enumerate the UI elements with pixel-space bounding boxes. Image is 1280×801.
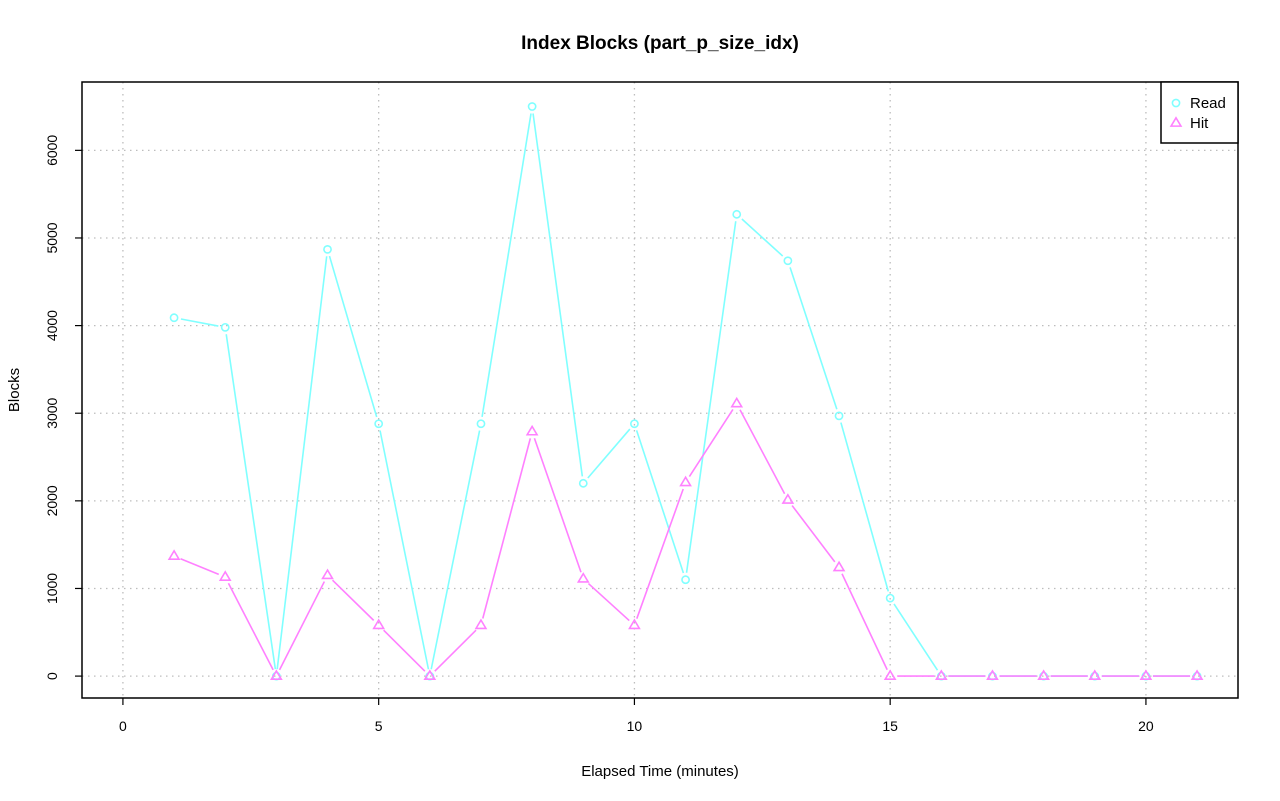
series-segment: [685, 221, 737, 573]
data-point: [1037, 669, 1050, 681]
data-point: [730, 396, 744, 408]
series-segment: [841, 573, 888, 671]
y-tick-label: 6000: [44, 135, 60, 166]
series-segment: [587, 582, 630, 622]
data-point: [1088, 669, 1102, 681]
series-segment: [434, 629, 477, 672]
legend-label: Hit: [1190, 115, 1209, 132]
data-point: [1139, 669, 1153, 681]
data-point: [732, 209, 742, 219]
series-segment: [328, 255, 378, 418]
series-segment: [180, 557, 220, 576]
data-point: [781, 493, 795, 504]
series-segment: [180, 318, 219, 327]
series-segment: [276, 256, 328, 670]
series-segment: [635, 430, 685, 574]
series-segment: [481, 438, 532, 619]
series-segment: [791, 505, 836, 563]
data-point: [883, 669, 897, 681]
data-point: [374, 419, 384, 429]
legend-label: Read: [1190, 95, 1226, 112]
y-axis-label: Blocks: [6, 368, 23, 412]
x-tick-label: 0: [119, 718, 127, 734]
series-segment: [331, 579, 375, 621]
series-segment: [227, 582, 274, 671]
series-segment: [225, 334, 277, 670]
data-point: [169, 313, 179, 323]
y-tick-label: 5000: [44, 222, 60, 253]
data-point: [218, 570, 232, 581]
series-segment: [893, 603, 939, 671]
data-point: [679, 475, 692, 487]
series-segment: [383, 629, 426, 672]
data-point: [321, 568, 334, 580]
data-point: [220, 322, 230, 332]
y-tick-label: 1000: [44, 573, 60, 604]
x-tick-label: 5: [375, 718, 383, 734]
series-segment: [533, 437, 582, 573]
data-point: [270, 669, 283, 681]
grid: [82, 82, 1238, 698]
y-tick-label: 4000: [44, 310, 60, 341]
series-segment: [636, 488, 684, 619]
series-segment: [379, 430, 430, 670]
series-segment: [741, 218, 784, 257]
series-segment: [587, 428, 631, 479]
series-segment: [789, 267, 838, 410]
series-layer: [167, 102, 1204, 681]
series-segment: [532, 113, 584, 477]
legend-marker: [1169, 116, 1183, 127]
data-point: [578, 478, 588, 488]
series-segment: [481, 113, 532, 417]
data-point: [783, 256, 793, 266]
data-point: [167, 549, 181, 560]
legend-items: Read Hit: [1169, 95, 1226, 132]
data-point: [576, 572, 590, 583]
series-segment: [840, 422, 890, 592]
y-tick-label: 2000: [44, 485, 60, 516]
data-point: [474, 618, 488, 630]
series-read: [169, 102, 1202, 681]
x-axis-label: Elapsed Time (minutes): [581, 763, 739, 780]
plot-frame: [81, 81, 1239, 699]
series-hit: [167, 396, 1204, 681]
legend: Read Hit: [1160, 81, 1239, 144]
y-tick-label: 0: [44, 672, 60, 680]
data-point: [423, 669, 437, 681]
data-point: [476, 419, 486, 429]
data-point: [934, 669, 948, 681]
data-point: [372, 618, 386, 630]
data-point: [628, 618, 641, 630]
series-segment: [739, 409, 786, 495]
series-segment: [430, 430, 481, 670]
data-point: [630, 419, 639, 429]
x-tick-label: 20: [1138, 718, 1154, 734]
x-tick-label: 15: [882, 718, 898, 734]
legend-box: [1160, 81, 1239, 144]
x-tick-label: 10: [627, 718, 643, 734]
data-point: [885, 593, 895, 603]
data-point: [527, 102, 537, 111]
legend-marker: [1171, 98, 1181, 108]
series-segment: [278, 581, 326, 671]
chart-title: Index Blocks (part_p_size_idx): [521, 33, 799, 54]
data-point: [323, 244, 332, 254]
data-point: [525, 424, 539, 436]
axes: 0 5 10 15 20 0 1000 2000 3000 4000 5000 6000: [44, 135, 1154, 734]
data-point: [1190, 669, 1204, 681]
data-point: [681, 575, 690, 585]
series-segment: [688, 409, 734, 478]
y-tick-label: 3000: [44, 397, 60, 428]
data-point: [832, 560, 846, 572]
data-point: [834, 411, 844, 421]
data-point: [986, 669, 999, 681]
